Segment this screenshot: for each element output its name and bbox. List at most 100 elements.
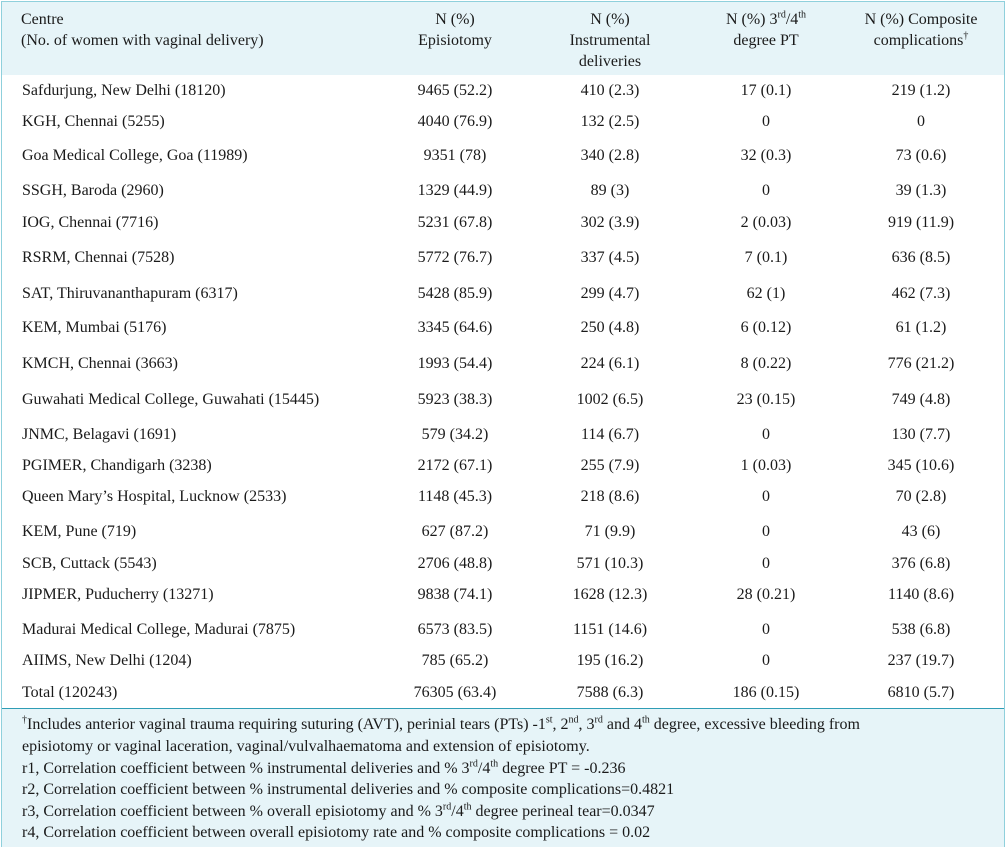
cell-centre: SCB, Cuttack (5543) xyxy=(22,555,157,572)
cell-pt: 32 (0.3) xyxy=(740,147,792,164)
cell-centre: RSRM, Chennai (7528) xyxy=(22,249,175,266)
cell-instrumental: 195 (16.2) xyxy=(576,652,644,669)
header-instrumental-unit: N (%) xyxy=(590,11,630,28)
cell-instrumental: 302 (3.9) xyxy=(580,214,640,231)
header-centre: Centre (No. of women with vaginal delive… xyxy=(21,9,264,51)
cell-composite: 237 (19.7) xyxy=(887,652,955,669)
cell-instrumental: 250 (4.8) xyxy=(580,319,640,336)
cell-centre: KEM, Mumbai (5176) xyxy=(22,319,167,336)
cell-pt: 17 (0.1) xyxy=(740,82,792,99)
cell-episiotomy: 3345 (64.6) xyxy=(417,319,493,336)
header-episiotomy-label: Episiotomy xyxy=(418,32,492,49)
header-pt-label: degree PT xyxy=(733,32,799,49)
cell-instrumental: 1151 (14.6) xyxy=(572,621,648,638)
cell-pt: 8 (0.22) xyxy=(740,355,792,372)
header-composite-title: N (%) Composite xyxy=(864,11,978,28)
footnote-r4: r4, Correlation coefficient between over… xyxy=(22,824,651,841)
header-composite-line2: complications† xyxy=(873,30,969,49)
cell-composite: 61 (1.2) xyxy=(895,319,947,336)
cell-centre: SAT, Thiruvananthapuram (6317) xyxy=(22,285,238,302)
cell-instrumental: 7588 (6.3) xyxy=(576,684,644,701)
cell-composite: 776 (21.2) xyxy=(887,355,955,372)
cell-composite: 130 (7.7) xyxy=(891,426,951,443)
cell-episiotomy: 627 (87.2) xyxy=(421,523,489,540)
cell-pt: 0 xyxy=(762,652,770,669)
cell-episiotomy: 76305 (63.4) xyxy=(413,684,497,701)
cell-pt: 0 xyxy=(762,426,770,443)
cell-composite: 749 (4.8) xyxy=(891,391,951,408)
table-footnotes: †Includes anterior vaginal trauma requir… xyxy=(2,709,1004,847)
cell-composite: 70 (2.8) xyxy=(895,488,947,505)
cell-pt: 0 xyxy=(762,555,770,572)
cell-pt: 7 (0.1) xyxy=(744,249,788,266)
header-instrumental-label: Instrumental xyxy=(569,32,651,49)
header-centre-subtitle: (No. of women with vaginal delivery) xyxy=(21,32,264,49)
cell-centre: Goa Medical College, Goa (11989) xyxy=(22,147,248,164)
cell-instrumental: 337 (4.5) xyxy=(580,249,640,266)
cell-episiotomy: 5231 (67.8) xyxy=(417,214,493,231)
cell-episiotomy: 5923 (38.3) xyxy=(417,391,493,408)
cell-instrumental: 224 (6.1) xyxy=(580,355,640,372)
cell-episiotomy: 6573 (83.5) xyxy=(417,621,493,638)
table-header: Centre (No. of women with vaginal delive… xyxy=(2,2,1004,76)
cell-composite: 73 (0.6) xyxy=(895,147,947,164)
cell-pt: 0 xyxy=(762,182,770,199)
cell-centre: AIIMS, New Delhi (1204) xyxy=(22,652,192,669)
cell-composite: 636 (8.5) xyxy=(891,249,951,266)
cell-composite: 345 (10.6) xyxy=(887,457,955,474)
footnote-dagger-line2: episiotomy or vaginal laceration, vagina… xyxy=(22,738,590,755)
footnote-r3: r3, Correlation coefficient between % ov… xyxy=(22,801,655,820)
cell-instrumental: 410 (2.3) xyxy=(580,82,640,99)
cell-instrumental: 255 (7.9) xyxy=(580,457,640,474)
cell-centre: Guwahati Medical College, Guwahati (1544… xyxy=(22,391,320,408)
cell-composite: 462 (7.3) xyxy=(891,285,951,302)
footnote-dagger: †Includes anterior vaginal trauma requir… xyxy=(22,714,860,733)
cell-episiotomy: 5772 (76.7) xyxy=(417,249,493,266)
cell-centre: KMCH, Chennai (3663) xyxy=(22,355,178,372)
cell-instrumental: 571 (10.3) xyxy=(576,555,644,572)
cell-episiotomy: 2172 (67.1) xyxy=(417,457,493,474)
cell-composite: 39 (1.3) xyxy=(895,182,947,199)
header-instrumental-label-2: deliveries xyxy=(578,53,642,70)
cell-pt: 0 xyxy=(762,621,770,638)
header-centre-title: Centre xyxy=(21,11,64,28)
cell-pt: 0 xyxy=(762,488,770,505)
cell-centre: PGIMER, Chandigarh (3238) xyxy=(22,457,212,474)
cell-episiotomy: 9465 (52.2) xyxy=(417,82,493,99)
cell-centre: Madurai Medical College, Madurai (7875) xyxy=(22,621,296,638)
cell-pt: 0 xyxy=(762,523,770,540)
cell-pt: 2 (0.03) xyxy=(740,214,792,231)
table-body: Safdurjung, New Delhi (18120) 9465 (52.2)… xyxy=(2,75,1004,709)
cell-instrumental: 1628 (12.3) xyxy=(572,586,648,603)
cell-centre: JNMC, Belagavi (1691) xyxy=(22,426,177,443)
cell-composite: 1140 (8.6) xyxy=(887,586,955,603)
cell-centre: KGH, Chennai (5255) xyxy=(22,113,165,130)
cell-centre: KEM, Pune (719) xyxy=(22,523,137,540)
cell-episiotomy: 1993 (54.4) xyxy=(417,355,493,372)
cell-composite: 376 (6.8) xyxy=(891,555,951,572)
cell-pt: 28 (0.21) xyxy=(736,586,796,603)
cell-pt: 6 (0.12) xyxy=(740,319,792,336)
cell-pt: 62 (1) xyxy=(746,285,786,302)
cell-composite: 0 xyxy=(917,113,925,130)
header-pt-line1: N (%) 3rd/4th xyxy=(725,9,807,28)
cell-centre: Queen Mary’s Hospital, Lucknow (2533) xyxy=(22,488,287,505)
footnote-r2: r2, Correlation coefficient between % in… xyxy=(22,781,675,798)
cell-episiotomy: 4040 (76.9) xyxy=(417,113,493,130)
header-pt: N (%) 3rd/4th degree PT xyxy=(685,9,847,51)
cell-pt: 1 (0.03) xyxy=(740,457,792,474)
cell-instrumental: 299 (4.7) xyxy=(580,285,640,302)
cell-episiotomy: 1329 (44.9) xyxy=(417,182,493,199)
cell-episiotomy: 5428 (85.9) xyxy=(417,285,493,302)
header-instrumental: N (%) Instrumental deliveries xyxy=(529,9,691,72)
cell-centre: IOG, Chennai (7716) xyxy=(22,214,159,231)
cell-instrumental: 218 (8.6) xyxy=(580,488,640,505)
cell-episiotomy: 785 (65.2) xyxy=(421,652,489,669)
cell-centre: Safdurjung, New Delhi (18120) xyxy=(22,82,226,99)
cell-composite: 219 (1.2) xyxy=(891,82,951,99)
cell-instrumental: 71 (9.9) xyxy=(584,523,636,540)
cell-centre: JIPMER, Puducherry (13271) xyxy=(22,586,214,603)
cell-instrumental: 1002 (6.5) xyxy=(576,391,644,408)
cell-instrumental: 89 (3) xyxy=(590,182,630,199)
